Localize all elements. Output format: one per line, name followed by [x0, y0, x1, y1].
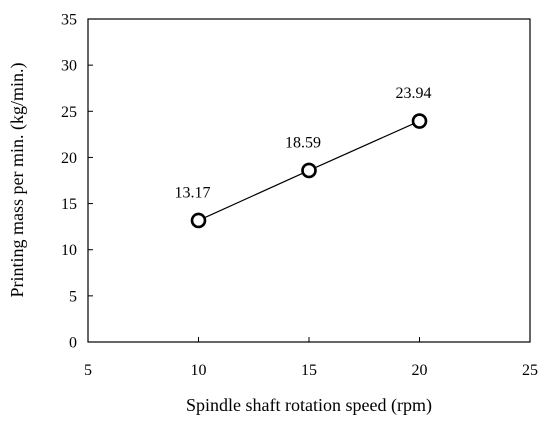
y-tick-label: 20 [61, 150, 77, 167]
series-group: 13.17 18.59 23.94 [175, 85, 432, 229]
x-tick-label: 25 [522, 362, 538, 379]
x-tick-label: 15 [301, 362, 317, 379]
y-axis-title: Printing mass per min. (kg/min.) [7, 63, 28, 298]
data-label: 18.59 [285, 134, 321, 151]
x-tick-label: 10 [191, 362, 207, 379]
data-point [411, 113, 428, 129]
x-tick-label: 5 [84, 362, 92, 379]
data-point [190, 212, 207, 229]
y-tick-label: 25 [61, 104, 77, 121]
y-tick-label: 35 [61, 12, 77, 29]
data-label: 13.17 [175, 184, 211, 201]
y-tick-label: 15 [61, 196, 77, 213]
plot-area [87, 18, 531, 343]
x-axis-title: Spindle shaft rotation speed (rpm) [186, 395, 432, 416]
y-tick-label: 0 [69, 335, 77, 352]
data-label: 23.94 [396, 85, 432, 102]
y-tick-label: 10 [61, 242, 77, 259]
y-axis-ticks: 0 5 10 15 20 25 30 35 [61, 12, 93, 352]
data-point [301, 162, 317, 179]
y-tick-label: 5 [69, 288, 77, 305]
x-tick-label: 20 [412, 362, 428, 379]
x-axis-ticks: 5 10 15 20 25 [84, 337, 538, 379]
y-tick-label: 30 [61, 58, 77, 75]
